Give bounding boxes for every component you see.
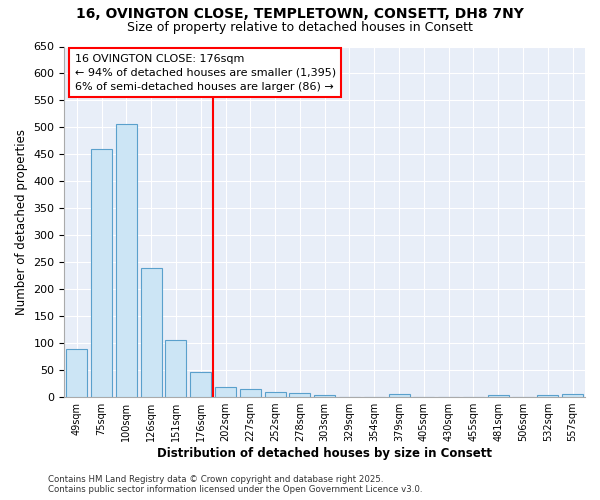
Bar <box>537 396 559 397</box>
Y-axis label: Number of detached properties: Number of detached properties <box>15 129 28 315</box>
Bar <box>240 389 261 397</box>
Bar <box>190 372 211 397</box>
Bar <box>289 393 310 397</box>
X-axis label: Distribution of detached houses by size in Consett: Distribution of detached houses by size … <box>157 447 492 460</box>
Bar <box>140 268 162 397</box>
Bar <box>91 149 112 397</box>
Bar <box>314 395 335 397</box>
Bar <box>488 396 509 397</box>
Bar <box>66 348 88 397</box>
Bar <box>215 388 236 397</box>
Text: Contains HM Land Registry data © Crown copyright and database right 2025.
Contai: Contains HM Land Registry data © Crown c… <box>48 474 422 494</box>
Bar <box>116 124 137 397</box>
Text: 16, OVINGTON CLOSE, TEMPLETOWN, CONSETT, DH8 7NY: 16, OVINGTON CLOSE, TEMPLETOWN, CONSETT,… <box>76 8 524 22</box>
Bar <box>389 394 410 397</box>
Bar <box>166 340 187 397</box>
Bar <box>265 392 286 397</box>
Text: 16 OVINGTON CLOSE: 176sqm
← 94% of detached houses are smaller (1,395)
6% of sem: 16 OVINGTON CLOSE: 176sqm ← 94% of detac… <box>75 54 336 92</box>
Text: Size of property relative to detached houses in Consett: Size of property relative to detached ho… <box>127 21 473 34</box>
Bar <box>562 394 583 397</box>
